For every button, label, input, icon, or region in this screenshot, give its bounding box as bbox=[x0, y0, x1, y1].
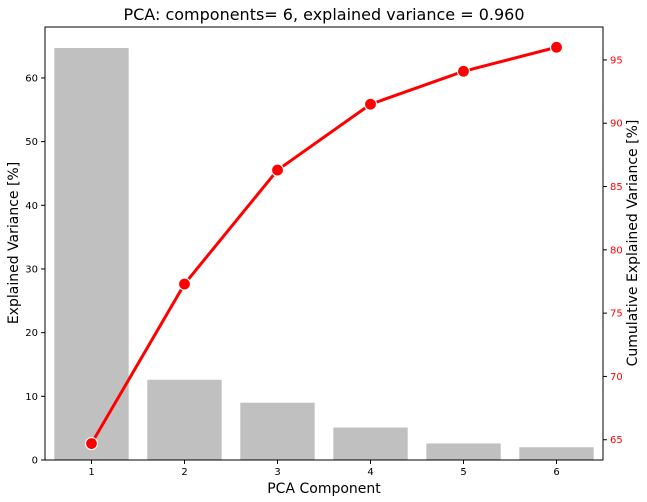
bar-1 bbox=[54, 48, 129, 460]
y-left-tick-label: 30 bbox=[25, 264, 38, 275]
cumulative-line bbox=[90, 45, 557, 445]
bar-5 bbox=[426, 443, 501, 460]
cumulative-point-4 bbox=[363, 97, 378, 111]
bar-3 bbox=[240, 402, 315, 460]
y-right-tick-label: 65 bbox=[610, 435, 623, 446]
plot-frame bbox=[44, 26, 604, 461]
x-tick-label: 2 bbox=[181, 467, 187, 478]
y-left-tick-label: 40 bbox=[25, 201, 38, 212]
x-tick-label: 5 bbox=[460, 467, 466, 478]
x-tick-label: 3 bbox=[274, 467, 280, 478]
y-left-tick-label: 0 bbox=[32, 456, 38, 467]
x-tick-label: 4 bbox=[367, 467, 373, 478]
y-left-tick-label: 20 bbox=[25, 328, 38, 339]
cumulative-line-group bbox=[84, 40, 564, 451]
x-tick-label: 6 bbox=[553, 467, 559, 478]
cumulative-point-6 bbox=[549, 40, 564, 54]
y-right-tick-label: 90 bbox=[610, 119, 623, 130]
y-right-tick-label: 80 bbox=[610, 245, 623, 256]
y-left-tick-label: 60 bbox=[25, 73, 38, 84]
bar-4 bbox=[333, 427, 408, 460]
chart-title: PCA: components= 6, explained variance =… bbox=[123, 5, 524, 24]
y-right-tick-label: 95 bbox=[610, 55, 623, 66]
cumulative-point-5 bbox=[456, 64, 471, 78]
axes-group: 0 10 20 30 40 50 60 65 70 75 80 85 90 95 1 2 3 4 5 6 bbox=[25, 26, 623, 478]
y-right-tick-label: 70 bbox=[610, 372, 623, 383]
cumulative-point-3 bbox=[270, 163, 285, 177]
y-right-tick-label: 75 bbox=[610, 309, 623, 320]
y-axis-right-label: Cumulative Explained Variance [%] bbox=[625, 120, 641, 367]
y-left-tick-label: 50 bbox=[25, 137, 38, 148]
bars-group bbox=[54, 48, 594, 460]
x-tick-label: 1 bbox=[88, 467, 94, 478]
y-left-tick-label: 10 bbox=[25, 392, 38, 403]
y-axis-left-label: Explained Variance [%] bbox=[6, 162, 22, 324]
x-axis-label: PCA Component bbox=[267, 481, 381, 497]
cumulative-point-1 bbox=[84, 436, 99, 451]
cumulative-point-2 bbox=[177, 277, 192, 291]
y-right-tick-label: 85 bbox=[610, 182, 623, 193]
bar-6 bbox=[519, 447, 594, 460]
bar-2 bbox=[147, 379, 222, 460]
